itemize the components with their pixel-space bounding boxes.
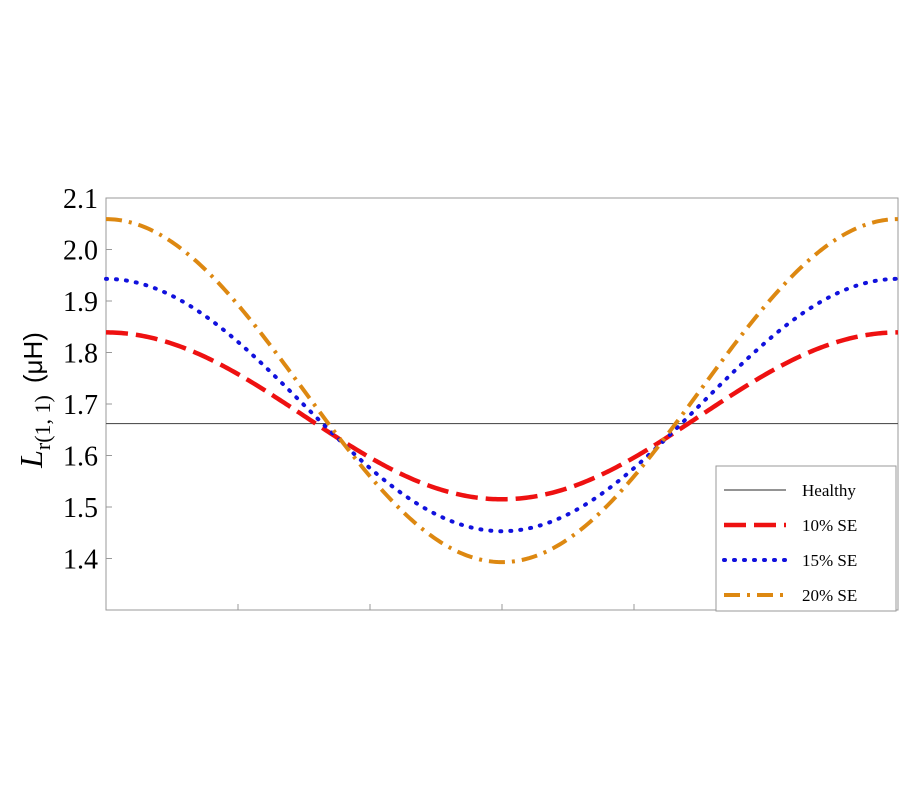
y-tick-label: 2.0 (63, 236, 98, 267)
series-lines (104, 217, 900, 565)
y-tick-label: 1.6 (63, 442, 98, 473)
y-axis-label: Lr(1, 1) (μH) (13, 332, 55, 469)
y-tick-label: 1.7 (63, 390, 98, 421)
y-axis-label-subscript: r(1, 1) (30, 395, 55, 450)
y-tick-label: 1.4 (63, 545, 98, 576)
series-line-10-se (105, 330, 899, 502)
y-tick-label: 2.1 (63, 184, 98, 215)
legend-label: 15% SE (802, 551, 857, 570)
legend-label: Healthy (802, 481, 856, 500)
y-axis-label-symbol: L (13, 450, 49, 469)
y-tick-label: 1.5 (63, 493, 98, 524)
svg-text:Lr(1, 1)(μH): Lr(1, 1) (μH) (13, 332, 55, 469)
y-axis-ticks: 1.4 1.5 1.6 1.7 1.8 1.9 2.0 2.1 (63, 184, 112, 576)
series-line-20-se (105, 217, 899, 565)
y-tick-label: 1.8 (63, 339, 98, 370)
legend: Healthy 10% SE 15% SE 20% SE (715, 465, 897, 612)
legend-label: 20% SE (802, 586, 857, 605)
y-tick-label: 1.9 (63, 287, 98, 318)
series-line-15-se (104, 276, 900, 534)
legend-label: 10% SE (802, 516, 857, 535)
y-axis-label-unit: (μH) (18, 332, 48, 383)
